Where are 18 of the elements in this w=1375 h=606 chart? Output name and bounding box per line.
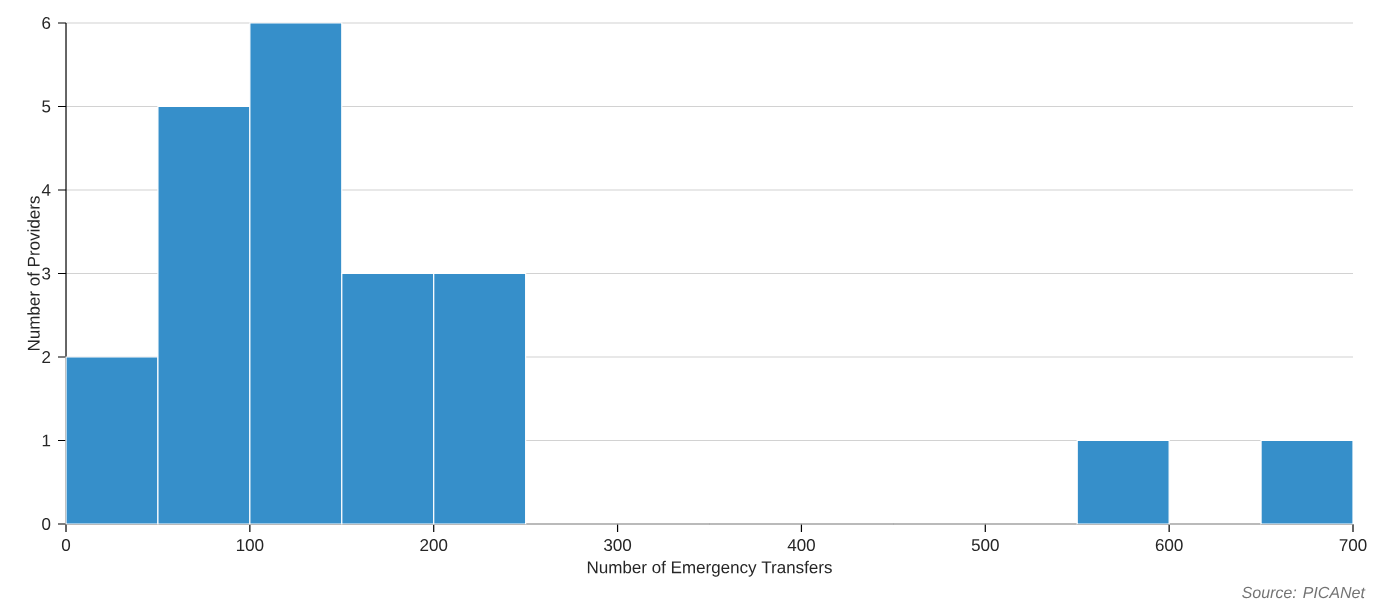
- x-tick-label: 0: [61, 539, 71, 552]
- x-tick-label: 300: [604, 539, 632, 552]
- x-tick-label: 400: [787, 539, 815, 552]
- x-tick-label: 500: [971, 539, 999, 552]
- x-tick-label: 600: [1155, 539, 1183, 552]
- x-axis-title: Number of Emergency Transfers: [587, 560, 832, 577]
- y-tick-label: 1: [42, 434, 51, 447]
- x-tick-label: 200: [420, 539, 448, 552]
- y-tick-label: 3: [42, 267, 51, 280]
- x-tick-label: 700: [1339, 539, 1367, 552]
- y-tick-label: 4: [41, 184, 51, 196]
- y-tick-label: 5: [42, 100, 51, 113]
- y-tick-label: 6: [42, 17, 51, 30]
- source-note: Source: PICANet: [1242, 586, 1366, 599]
- y-tick-label: 2: [42, 351, 51, 363]
- y-tick-label: 0: [42, 518, 51, 531]
- x-tick-label: 100: [236, 539, 264, 552]
- y-axis-title: Number of Providers: [27, 196, 40, 351]
